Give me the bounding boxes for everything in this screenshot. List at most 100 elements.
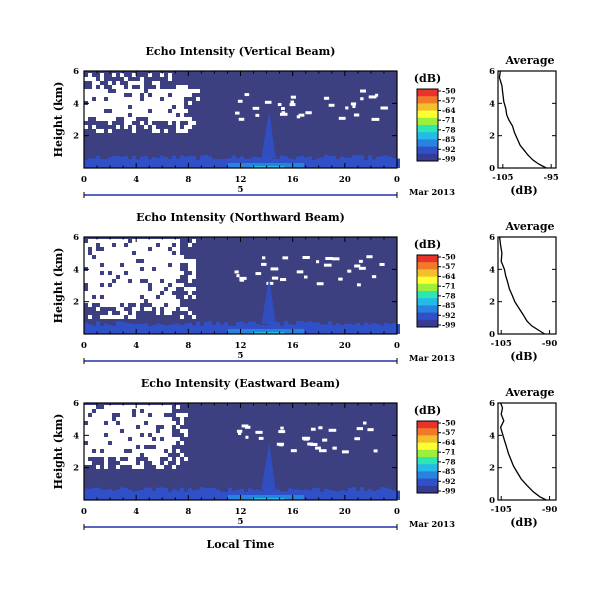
no-data-cell bbox=[120, 449, 124, 453]
no-data-cell bbox=[176, 85, 180, 89]
no-data-cell bbox=[96, 271, 100, 275]
no-data-cell bbox=[148, 279, 152, 283]
no-data-cell bbox=[152, 425, 156, 429]
x-tick-label: -105 bbox=[491, 339, 512, 349]
no-data-cell bbox=[96, 291, 100, 295]
no-data-cell bbox=[136, 263, 140, 267]
no-data-cell bbox=[144, 247, 148, 251]
colorbar-tick-label: -50 bbox=[442, 419, 456, 428]
no-data-cell bbox=[136, 429, 140, 433]
no-data-cell bbox=[152, 97, 156, 101]
no-data-cell bbox=[341, 450, 349, 454]
no-data-cell bbox=[132, 247, 136, 251]
no-data-cell bbox=[120, 287, 124, 291]
echo-cell bbox=[216, 321, 220, 334]
echo-cell bbox=[156, 323, 160, 334]
echo-cell bbox=[268, 166, 272, 168]
x-tick-label: 8 bbox=[185, 341, 191, 351]
no-data-cell bbox=[148, 121, 152, 125]
no-data-cell bbox=[120, 105, 124, 109]
no-data-cell bbox=[92, 437, 96, 441]
no-data-cell bbox=[144, 267, 148, 271]
no-data-cell bbox=[96, 413, 100, 417]
no-data-cell bbox=[176, 437, 180, 441]
no-data-cell bbox=[136, 299, 140, 303]
no-data-cell bbox=[156, 433, 160, 437]
echo-cell bbox=[84, 159, 88, 168]
echo-cell bbox=[244, 163, 248, 168]
no-data-cell bbox=[116, 251, 120, 255]
no-data-cell bbox=[92, 125, 96, 129]
no-data-cell bbox=[88, 255, 92, 259]
no-data-cell bbox=[108, 433, 112, 437]
echo-cell bbox=[216, 159, 220, 168]
echo-cell bbox=[276, 166, 280, 168]
no-data-cell bbox=[358, 266, 366, 270]
no-data-cell bbox=[124, 283, 128, 287]
x-tick-label: 8 bbox=[185, 175, 191, 185]
no-data-cell bbox=[84, 405, 88, 409]
no-data-cell bbox=[323, 96, 330, 100]
colorbar-swatch bbox=[417, 89, 438, 97]
no-data-cell bbox=[88, 73, 92, 77]
no-data-cell bbox=[140, 437, 144, 441]
no-data-cell bbox=[84, 271, 88, 275]
no-data-cell bbox=[100, 77, 104, 81]
no-data-cell bbox=[128, 97, 132, 101]
echo-cell bbox=[304, 322, 308, 334]
echo-cell bbox=[284, 329, 288, 334]
no-data-cell bbox=[152, 239, 156, 243]
y-axis-label: Height (km) bbox=[52, 82, 65, 158]
no-data-cell bbox=[84, 425, 88, 429]
echo-cell bbox=[292, 489, 296, 500]
no-data-cell bbox=[104, 429, 108, 433]
no-data-cell bbox=[120, 421, 124, 425]
no-data-cell bbox=[152, 283, 156, 287]
no-data-cell bbox=[128, 243, 132, 247]
no-data-cell bbox=[180, 109, 184, 113]
no-data-cell bbox=[132, 105, 136, 109]
echo-cell bbox=[256, 498, 260, 500]
colorbar-tick-label: -85 bbox=[442, 467, 456, 476]
no-data-cell bbox=[152, 263, 156, 267]
colorbar-frame bbox=[416, 254, 439, 328]
no-data-cell bbox=[305, 111, 312, 115]
no-data-cell bbox=[331, 257, 340, 261]
no-data-cell bbox=[160, 295, 164, 299]
no-data-cell bbox=[148, 113, 152, 117]
no-data-cell bbox=[132, 461, 136, 465]
colorbar-swatch bbox=[417, 153, 438, 162]
no-data-cell bbox=[88, 445, 92, 449]
no-data-cell bbox=[144, 259, 148, 263]
colorbar-swatch bbox=[417, 449, 438, 458]
no-data-cell bbox=[96, 239, 100, 243]
no-data-cell bbox=[316, 282, 324, 286]
echo-cell bbox=[388, 156, 392, 168]
no-data-cell bbox=[96, 251, 100, 255]
no-data-cell bbox=[180, 413, 184, 417]
no-data-cell bbox=[290, 449, 297, 453]
no-data-mask bbox=[84, 239, 385, 319]
no-data-cell bbox=[188, 89, 192, 93]
echo-cell bbox=[260, 495, 264, 500]
no-data-cell bbox=[116, 299, 120, 303]
echo-cell bbox=[308, 490, 312, 500]
no-data-cell bbox=[363, 421, 367, 425]
echo-cell bbox=[268, 321, 272, 334]
no-data-cell bbox=[84, 93, 88, 97]
no-data-cell bbox=[140, 445, 144, 449]
echo-cell bbox=[264, 488, 268, 500]
no-data-cell bbox=[168, 251, 172, 255]
no-data-cell bbox=[144, 113, 148, 117]
no-data-cell bbox=[112, 101, 116, 105]
no-data-cell bbox=[279, 443, 284, 447]
no-data-cell bbox=[128, 287, 132, 291]
no-data-cell bbox=[156, 449, 160, 453]
no-data-cell bbox=[168, 279, 172, 283]
echo-cell bbox=[176, 490, 180, 500]
no-data-cell bbox=[120, 93, 124, 97]
no-data-cell bbox=[315, 260, 320, 264]
no-data-cell bbox=[156, 283, 160, 287]
no-data-cell bbox=[104, 441, 108, 445]
echo-cell bbox=[372, 323, 376, 334]
